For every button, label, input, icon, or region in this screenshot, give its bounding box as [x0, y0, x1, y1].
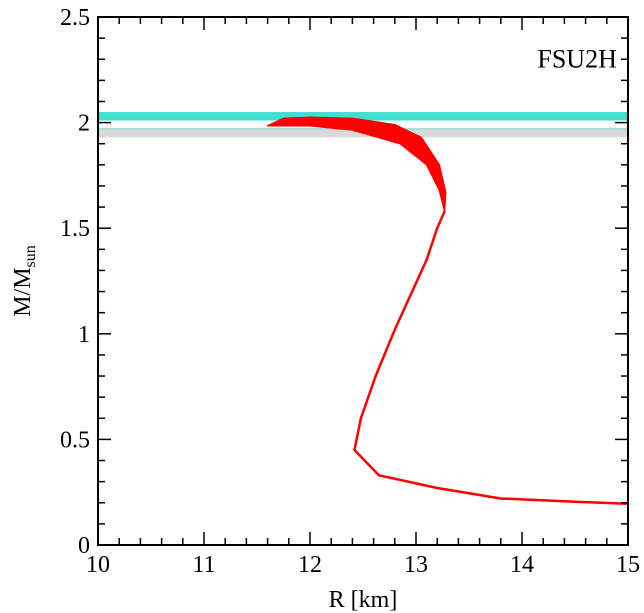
curve-point-9: [377, 474, 381, 477]
curve-point-12: [573, 500, 577, 503]
y-axis-title: M/Msun: [10, 245, 39, 317]
y-tick-label: 2: [78, 111, 90, 137]
curve-point-2: [436, 227, 439, 230]
curve-point-1: [443, 210, 446, 213]
tick-labels-layer: 10 11 12 13 14 15 0 0.5 1 1.5 2 2.5: [60, 5, 640, 578]
curve-point-3: [425, 258, 428, 262]
x-tick-label: 12: [298, 552, 322, 578]
y-tick-label: 2.5: [60, 5, 90, 31]
y-tick-label: 1: [78, 322, 90, 348]
curve-point-7: [359, 417, 363, 420]
curve-point-8: [353, 448, 356, 452]
y-axis-title-main: M/M: [10, 267, 36, 316]
y-tick-label: 0: [78, 533, 90, 559]
curve-point-4: [414, 281, 418, 285]
x-tick-label: 14: [510, 552, 534, 578]
x-tick-label: 15: [616, 552, 640, 578]
y-tick-label: 1.5: [60, 216, 90, 242]
x-tick-label: 10: [86, 552, 110, 578]
x-axis-title: R [km]: [329, 587, 398, 613]
plot-area-frame: [97, 16, 629, 546]
curve-point-10: [436, 486, 439, 490]
confidence-band-2: [98, 112, 628, 121]
y-axis-title-subscript: sun: [22, 245, 39, 267]
curve-point-5: [393, 328, 396, 331]
series-layer: [266, 116, 630, 506]
curve-point-6: [374, 374, 377, 378]
x-tick-label: 13: [404, 552, 428, 578]
model-annotation: FSU2H: [537, 45, 617, 74]
curve-point-11: [499, 497, 502, 500]
ticks-layer: [97, 16, 629, 546]
x-tick-label: 11: [192, 552, 215, 578]
y-tick-label: 0.5: [60, 427, 90, 453]
mass-radius-band-1: [266, 116, 447, 213]
